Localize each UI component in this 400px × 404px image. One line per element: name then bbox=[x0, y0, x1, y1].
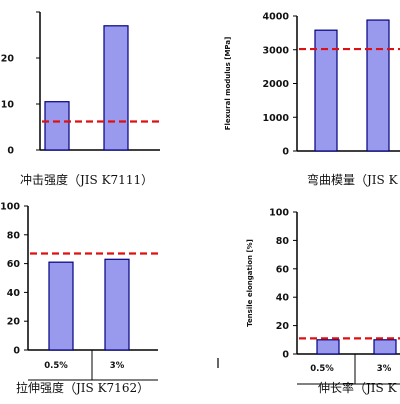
x-category-label: 0.5% bbox=[310, 364, 334, 374]
bar bbox=[104, 258, 130, 351]
y-tick-label: 80 bbox=[276, 236, 290, 247]
chart-4: 0 20 40 60 80 100 Tensile elongation [%] 0.5% 3% bbox=[246, 208, 400, 385]
y-tick-label: 100 bbox=[269, 208, 289, 219]
y-tick-label: 0 bbox=[282, 350, 289, 361]
chart-2: 0 1000 2000 3000 4000 Flexural modulus [MPa] bbox=[224, 12, 400, 158]
y-tick-label: 10 bbox=[1, 100, 15, 111]
y-tick-label: 20 bbox=[1, 54, 15, 65]
x-category-label: 3% bbox=[377, 364, 392, 374]
x-category-label: 0.5% bbox=[44, 361, 68, 371]
y-tick-label: 3000 bbox=[263, 45, 290, 56]
y-tick-label: 20 bbox=[7, 317, 21, 328]
y-tick-label: 40 bbox=[7, 288, 21, 299]
y-tick-label: 4000 bbox=[263, 12, 290, 23]
chart-2-caption: 弯曲模量（JIS K bbox=[307, 172, 399, 187]
y-axis-label: Flexural modulus [MPa] bbox=[224, 37, 232, 131]
y-tick-label: 20 bbox=[276, 321, 290, 332]
bar bbox=[48, 261, 74, 351]
chart-1-caption: 冲击强度（JIS K7111） bbox=[20, 172, 153, 187]
bar bbox=[373, 339, 397, 355]
chart-3: 0 20 40 60 80 100 0.5% 3% bbox=[0, 202, 158, 381]
chart-1: 0 10 20 bbox=[1, 11, 160, 157]
bar bbox=[366, 19, 390, 152]
y-axis-label: Tensile elongation [%] bbox=[246, 239, 254, 327]
chart-3-caption: 拉伸强度（JIS K7162） bbox=[16, 380, 149, 395]
y-tick-label: 2000 bbox=[263, 79, 290, 90]
bar bbox=[103, 25, 129, 151]
x-category-label: 3% bbox=[110, 361, 125, 371]
y-tick-label: 0 bbox=[7, 146, 14, 157]
bar bbox=[314, 29, 338, 152]
chart-4-caption: 伸长率（JIS K bbox=[318, 380, 398, 395]
y-tick-label: 0 bbox=[282, 147, 289, 158]
y-tick-label: 40 bbox=[276, 293, 290, 304]
bar bbox=[316, 339, 340, 355]
y-tick-label: 60 bbox=[7, 259, 21, 270]
bar bbox=[44, 101, 70, 151]
y-tick-label: 100 bbox=[0, 202, 20, 213]
y-tick-label: 80 bbox=[7, 230, 21, 241]
y-tick-label: 1000 bbox=[263, 113, 290, 124]
y-tick-label: 0 bbox=[13, 346, 20, 357]
y-tick-label: 60 bbox=[276, 264, 290, 275]
